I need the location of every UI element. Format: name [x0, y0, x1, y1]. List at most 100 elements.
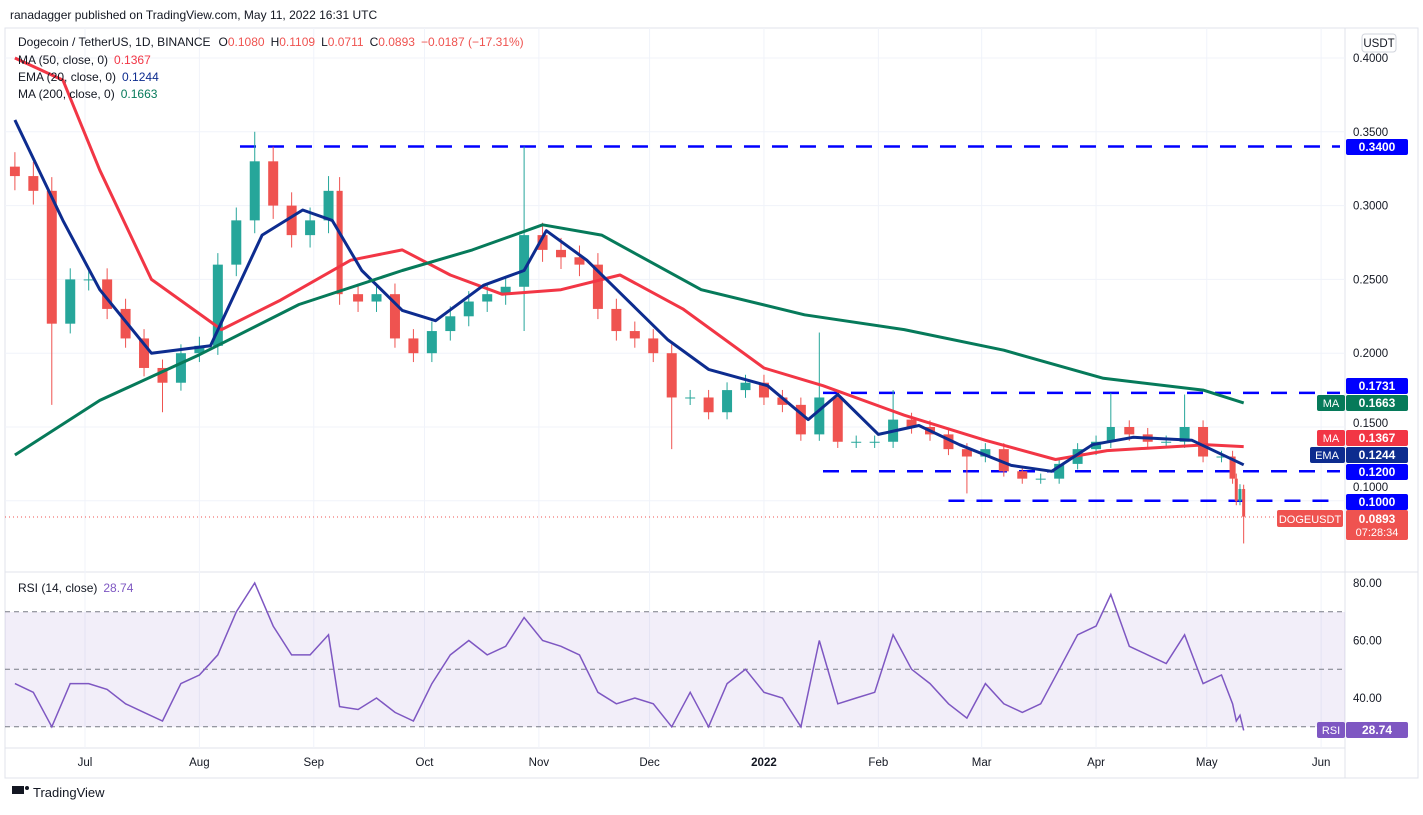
time-tick-label: Jul	[78, 757, 93, 769]
candle-body	[980, 449, 991, 457]
legend-ma50[interactable]: MA (50, close, 0) 0.1367	[18, 53, 151, 67]
candle-body	[851, 441, 862, 443]
rsi-tick-label: 40.00	[1353, 693, 1382, 705]
time-tick-label: Feb	[868, 757, 888, 769]
candle	[102, 268, 113, 320]
time-tick-label: Sep	[304, 757, 324, 769]
candle	[212, 253, 223, 355]
candle-body	[777, 397, 788, 405]
currency-button[interactable]	[1361, 33, 1397, 53]
chart-frame	[4, 27, 1419, 779]
rsi-axis[interactable]: 80.00 60.00 40.00	[1353, 578, 1382, 705]
candle	[537, 222, 548, 262]
rsi-line	[14, 581, 1245, 731]
price-tick-label: 0.1000	[1353, 482, 1388, 494]
rsi-tick-label: 60.00	[1353, 636, 1382, 648]
candle-body	[212, 264, 223, 346]
candle-body	[1054, 463, 1065, 479]
time-tick-label: May	[1196, 757, 1218, 769]
time-tick-label: Jun	[1312, 757, 1331, 769]
price-badges: 0.3400 0.1731 MA 0.1663 MA 0.1367 EMA 0.…	[1277, 139, 1408, 738]
candle-body	[389, 294, 400, 339]
horizontal-levels	[239, 145, 1340, 503]
candle-body	[500, 286, 511, 295]
candle-body	[703, 397, 714, 413]
countdown-badge: 07:28:34	[1356, 527, 1399, 539]
candle	[268, 146, 279, 219]
rsi-tick-label: 80.00	[1353, 578, 1382, 590]
candle-body	[574, 257, 585, 265]
legend-ema20[interactable]: EMA (20, close, 0) 0.1244	[18, 70, 159, 84]
candle	[851, 435, 862, 448]
currency-label: USDT	[1363, 38, 1394, 50]
candle-body	[943, 434, 954, 450]
candle-body	[336, 190, 343, 295]
ma200-badge: 0.1663	[1359, 396, 1396, 410]
candle-body	[1179, 427, 1190, 442]
candle	[1035, 473, 1046, 484]
candle	[323, 176, 334, 234]
price-tick-label: 0.2500	[1353, 274, 1388, 286]
candle	[1106, 393, 1115, 448]
ma50-line	[14, 56, 1244, 461]
level-badge-3400: 0.3400	[1359, 140, 1396, 154]
price-axis[interactable]: 0.4000 0.3500 0.3000 0.2500 0.2000 0.1500 0.10…	[1353, 53, 1388, 494]
ema-badge: 0.1244	[1359, 448, 1396, 462]
candle-body	[666, 353, 677, 398]
candle	[231, 207, 242, 277]
candle-body	[9, 166, 20, 177]
candle	[592, 253, 603, 320]
candle	[611, 298, 622, 341]
tradingview-logo[interactable]: TradingView	[12, 785, 105, 800]
candle	[249, 131, 260, 234]
level-badge-1731: 0.1731	[1359, 379, 1396, 393]
candle	[814, 332, 825, 441]
candle	[795, 397, 806, 441]
time-axis[interactable]: Jul Aug Sep Oct Nov Dec 2022 Feb Mar Apr May Jun	[78, 757, 1331, 769]
candle-body	[869, 441, 880, 443]
price-tick-label: 0.4000	[1353, 53, 1388, 65]
time-tick-label: Mar	[972, 757, 992, 769]
candle-body	[906, 419, 917, 427]
candle-body	[961, 449, 972, 457]
candle	[175, 344, 186, 391]
candle-body	[1238, 488, 1242, 501]
candle	[648, 329, 659, 363]
time-tick-label: Oct	[416, 757, 435, 769]
candle-body	[1198, 427, 1209, 457]
candle-body	[592, 264, 603, 309]
candle	[998, 443, 1009, 477]
legend-ma200[interactable]: MA (200, close, 0) 0.1663	[18, 87, 158, 101]
candle-body	[1229, 456, 1236, 479]
candle-body	[83, 279, 94, 281]
level-badge-1200: 0.1200	[1359, 465, 1396, 479]
candle-body	[408, 338, 419, 354]
candle-body	[305, 220, 316, 236]
candle-body	[998, 449, 1009, 472]
candle	[286, 192, 297, 248]
candle-body	[648, 338, 659, 354]
indicator-lines	[13, 56, 1245, 473]
price-tick-label: 0.2000	[1353, 348, 1388, 360]
candle	[353, 283, 364, 312]
candle-body	[65, 279, 76, 324]
candle	[722, 382, 733, 420]
candle-body	[629, 331, 640, 339]
candle	[9, 152, 20, 191]
ema20-line	[13, 119, 1245, 473]
tradingview-logo-icon	[12, 786, 24, 794]
legend-rsi[interactable]: RSI (14, close) 28.74	[18, 581, 134, 595]
candle	[703, 389, 714, 420]
candle	[574, 245, 585, 277]
candle-body	[1017, 471, 1028, 479]
candle	[888, 390, 899, 448]
candle-body	[1124, 427, 1135, 435]
candle	[1242, 484, 1246, 544]
rsi-bands	[5, 611, 1345, 728]
candle	[500, 275, 511, 305]
time-tick-label: Dec	[639, 757, 660, 769]
level-badge-1000: 0.1000	[1359, 495, 1396, 509]
candle	[869, 435, 880, 448]
last-price-badge: 0.0893	[1359, 512, 1396, 526]
